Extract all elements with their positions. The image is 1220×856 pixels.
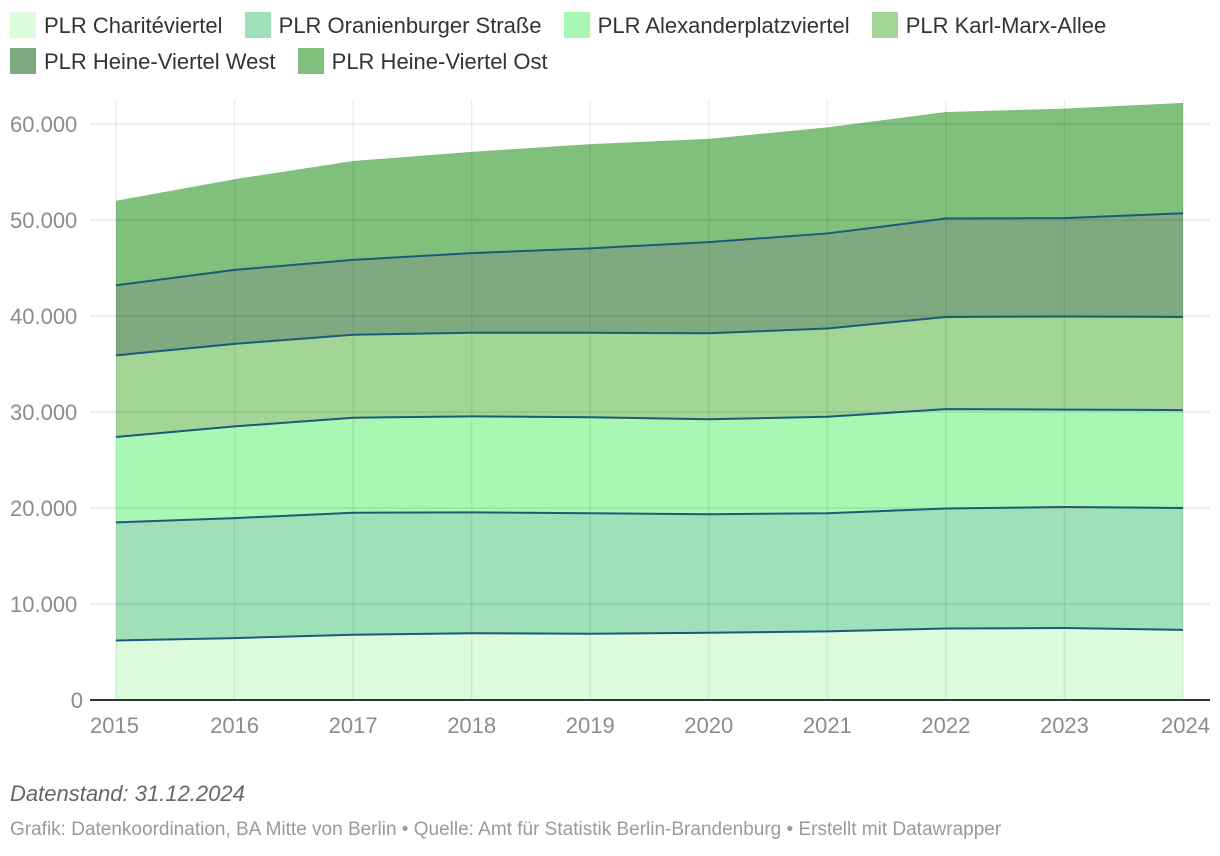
legend-item-charite: PLR Charitéviertel <box>10 12 223 38</box>
legend-item-heine-west: PLR Heine-Viertel West <box>10 48 276 74</box>
legend-swatch <box>563 12 590 38</box>
series-line-2 <box>115 408 1184 438</box>
legend-label: PLR Charitéviertel <box>44 13 223 38</box>
x-tick-label: 2023 <box>1040 713 1089 738</box>
source-credit: Grafik: Datenkoordination, BA Mitte von … <box>10 819 1002 840</box>
area-series-2 <box>116 409 1183 523</box>
legend-item-alexanderplatz: PLR Alexanderplatzviertel <box>563 12 850 38</box>
series-line-1 <box>115 506 1184 524</box>
data-date-note: Datenstand: 31.12.2024 <box>10 781 245 806</box>
series-line-3 <box>115 315 1184 357</box>
x-tick-label: 2018 <box>447 713 496 738</box>
x-tick-label: 2015 <box>90 713 139 738</box>
y-tick-label: 10.000 <box>10 592 77 617</box>
x-tick-label: 2022 <box>921 713 970 738</box>
x-tick-label: 2016 <box>210 713 259 738</box>
legend-label: PLR Karl-Marx-Allee <box>905 13 1107 38</box>
y-tick-label: 40.000 <box>10 304 77 329</box>
legend-item-heine-ost: PLR Heine-Viertel Ost <box>297 48 548 74</box>
series-line-4 <box>115 212 1184 287</box>
chart-legend: PLR Charitéviertel PLR Oranienburger Str… <box>10 8 1190 80</box>
legend-swatch <box>297 48 324 74</box>
legend-label: PLR Heine-Viertel Ost <box>331 49 548 74</box>
y-tick-label: 60.000 <box>10 112 77 137</box>
legend-label: PLR Heine-Viertel West <box>44 49 276 74</box>
area-series-5 <box>116 102 1183 286</box>
series-line-0 <box>115 626 1184 642</box>
x-tick-label: 2017 <box>329 713 378 738</box>
legend-label: PLR Oranienburger Straße <box>278 13 542 38</box>
area-series-3 <box>116 316 1183 437</box>
x-tick-label: 2020 <box>684 713 733 738</box>
legend-item-oranienburger: PLR Oranienburger Straße <box>244 12 542 38</box>
x-tick-label: 2019 <box>566 713 615 738</box>
x-tick-label: 2024 <box>1161 713 1210 738</box>
area-series-1 <box>116 507 1183 641</box>
legend-label: PLR Alexanderplatzviertel <box>597 13 850 38</box>
x-tick-label: 2021 <box>803 713 852 738</box>
legend-item-karl-marx-allee: PLR Karl-Marx-Allee <box>871 12 1107 38</box>
legend-swatch <box>10 48 36 74</box>
stacked-area-chart: 0 10.000 20.000 30.000 40.000 50.000 60.000 201… <box>10 100 1210 738</box>
legend-swatch <box>10 12 36 38</box>
y-tick-label: 0 <box>71 688 83 713</box>
area-series-0 <box>116 628 1183 700</box>
legend-swatch <box>871 12 898 38</box>
y-tick-label: 20.000 <box>10 496 77 521</box>
y-tick-label: 30.000 <box>10 400 77 425</box>
y-tick-label: 50.000 <box>10 208 77 233</box>
legend-swatch <box>244 12 271 38</box>
